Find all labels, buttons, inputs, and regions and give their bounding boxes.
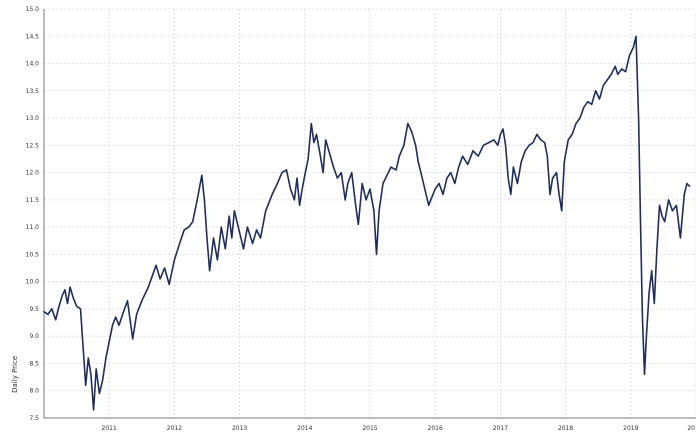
y-tick-label: 9.0 — [29, 333, 39, 340]
chart-series — [43, 35, 691, 411]
y-tick-label: 10.0 — [26, 279, 40, 286]
y-tick-label: 13.0 — [26, 115, 40, 122]
x-tick-label: 2019 — [623, 425, 638, 432]
chart-grid — [44, 8, 696, 419]
x-tick-label: 2012 — [167, 425, 182, 432]
y-tick-label: 12.5 — [26, 142, 40, 149]
y-tick-label: 10.5 — [26, 251, 40, 258]
y-tick-label: 8.5 — [29, 360, 39, 367]
y-tick-label: 15.0 — [26, 6, 40, 13]
y-tick-label: 11.5 — [26, 197, 40, 204]
y-axis-title: Daily Price — [11, 356, 19, 393]
y-tick-label: 9.5 — [29, 306, 39, 313]
x-tick-label: 2017 — [493, 425, 508, 432]
y-tick-label: 14.0 — [26, 61, 40, 68]
chart-axes — [43, 9, 696, 419]
x-tick-label: 2016 — [428, 425, 443, 432]
x-tick-label: 2018 — [558, 425, 573, 432]
y-tick-label: 13.5 — [26, 88, 40, 95]
x-tick-label: 20 — [687, 425, 695, 432]
y-tick-label: 12.0 — [26, 170, 40, 177]
y-tick-label: 7.5 — [29, 415, 39, 422]
y-tick-label: 14.5 — [26, 33, 40, 40]
series-line — [43, 35, 691, 411]
x-tick-label: 2015 — [362, 425, 377, 432]
chart-labels: 7.5 8.0 8.5 9.0 9.5 10.0 10.5 11.0 11.5 12.0 12.5 1… — [11, 6, 695, 432]
x-tick-label: 2013 — [232, 425, 247, 432]
y-tick-label: 8.0 — [29, 388, 39, 395]
x-tick-label: 2014 — [297, 425, 312, 432]
x-tick-label: 2011 — [102, 425, 117, 432]
y-tick-label: 11.0 — [26, 224, 40, 231]
